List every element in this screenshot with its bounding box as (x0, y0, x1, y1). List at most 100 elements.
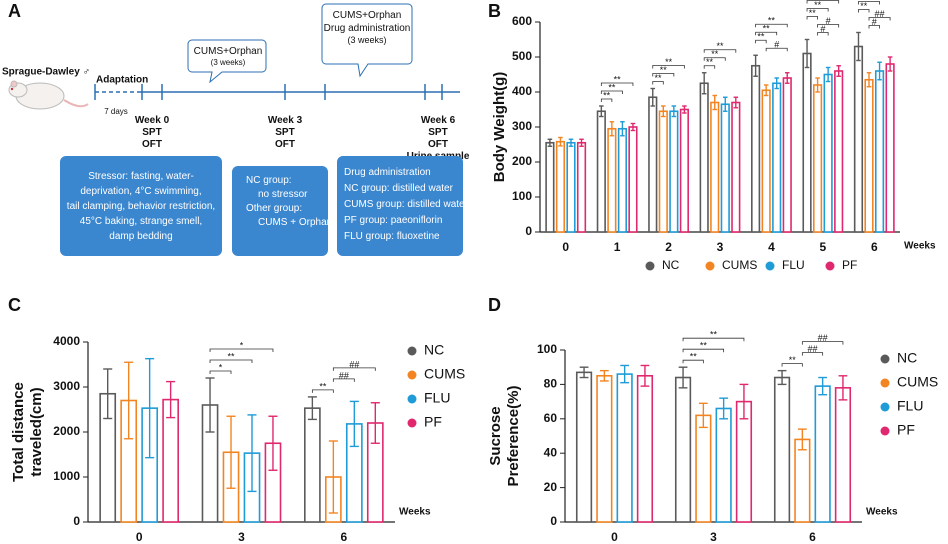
y-tick-label: 2000 (53, 424, 80, 438)
error-bar (328, 440, 338, 514)
significance-label: # (826, 16, 831, 26)
x-tick-label: 3 (717, 240, 724, 254)
y-axis-label-line: Sucrose (487, 406, 504, 465)
error-bar (166, 380, 176, 419)
legend-label: FLU (782, 258, 805, 272)
panel-label: C (8, 295, 21, 315)
bar (823, 73, 833, 233)
error-bar (733, 96, 739, 109)
error-bar (763, 84, 769, 97)
significance-label: ## (875, 9, 885, 19)
bar (885, 63, 895, 233)
info-box (60, 156, 222, 256)
significance-label: ** (700, 341, 708, 351)
bar (596, 374, 613, 523)
bar (679, 108, 689, 233)
significance-bracket (682, 359, 704, 364)
legend-label: NC (897, 350, 917, 366)
panel-a: A Sprague-Dawley ♂ Adaptation 7 days Wee… (2, 1, 470, 256)
significance-bracket (652, 65, 685, 69)
bar (636, 374, 654, 523)
error-bar (701, 72, 707, 95)
box-text: Drug administration NC group: distilled w… (344, 167, 469, 242)
significance-bracket (600, 82, 634, 86)
error-bar (370, 402, 380, 444)
y-axis-label-line: Total distance (10, 382, 27, 482)
error-bar (620, 121, 625, 137)
x-tick-label: 5 (820, 240, 827, 254)
legend-marker (825, 261, 835, 271)
y-tick-label: 1000 (53, 469, 80, 483)
bar (304, 407, 321, 523)
legend-marker (407, 394, 417, 404)
y-tick-label: 40 (544, 445, 558, 459)
significance-label: ** (757, 32, 765, 42)
x-axis-label: Weeks (399, 507, 431, 518)
bar (834, 387, 852, 523)
legend-marker (407, 418, 417, 428)
bar (695, 414, 712, 523)
error-bar (547, 138, 553, 147)
significance-label: ** (608, 82, 616, 92)
y-tick-label: 0 (525, 224, 532, 238)
error-bar (877, 61, 882, 81)
significance-bracket (600, 98, 613, 102)
significance-label: ** (789, 355, 797, 365)
error-bar (247, 414, 257, 493)
error-bar (579, 366, 589, 379)
error-bar (739, 383, 749, 420)
rat-icon (8, 80, 89, 110)
significance-label: ** (814, 0, 822, 10)
legend-label: PF (897, 422, 915, 438)
significance-bracket (311, 389, 334, 393)
y-axis-label: Total distancetraveled(cm) (10, 382, 45, 482)
significance-label: ## (807, 344, 817, 354)
y-tick-label: 200 (512, 154, 532, 168)
bar (658, 110, 668, 233)
bar (628, 126, 638, 233)
legend-marker (705, 261, 715, 271)
bar (699, 82, 709, 233)
significance-bracket (801, 341, 844, 345)
bar (607, 127, 617, 233)
y-tick-label: 100 (512, 189, 532, 203)
y-axis-label: Body Weight(g) (491, 72, 508, 183)
error-bar (349, 400, 359, 448)
y-tick-label: 3000 (53, 379, 80, 393)
significance-bracket (209, 348, 274, 352)
legend-label: CUMS (897, 374, 938, 390)
error-bar (856, 31, 861, 62)
y-tick-label: 60 (544, 411, 558, 425)
box-text: NC group: no stressor Other group: CUMS + O… (246, 175, 332, 228)
significance-label: ** (706, 57, 714, 67)
error-bar (205, 377, 215, 433)
significance-bracket (806, 0, 840, 4)
x-tick-label: 6 (871, 240, 878, 254)
error-bar (671, 105, 677, 118)
x-tick-label: 6 (809, 530, 816, 544)
legend-marker (645, 261, 655, 271)
bar (864, 78, 874, 233)
significance-label: ** (319, 381, 327, 391)
x-tick-label: 4 (768, 240, 775, 254)
significance-label: # (774, 40, 779, 50)
x-tick-label: 0 (562, 240, 569, 254)
bar (545, 141, 555, 233)
significance-label: ** (711, 49, 719, 59)
significance-bracket (332, 378, 355, 382)
significance-bracket (755, 31, 778, 36)
error-bar (609, 121, 615, 137)
significance-label: ** (768, 16, 776, 26)
error-bar (103, 368, 113, 420)
error-bar (712, 94, 718, 111)
significance-bracket (209, 370, 232, 374)
y-tick-label: 4000 (53, 334, 80, 348)
legend-marker (880, 402, 890, 412)
significance-bracket (868, 17, 891, 21)
x-tick-label: 0 (611, 530, 618, 544)
legend-marker (880, 354, 890, 364)
error-bar (774, 77, 779, 90)
legend-label: PF (842, 258, 857, 272)
timeline-ticks (94, 84, 443, 100)
